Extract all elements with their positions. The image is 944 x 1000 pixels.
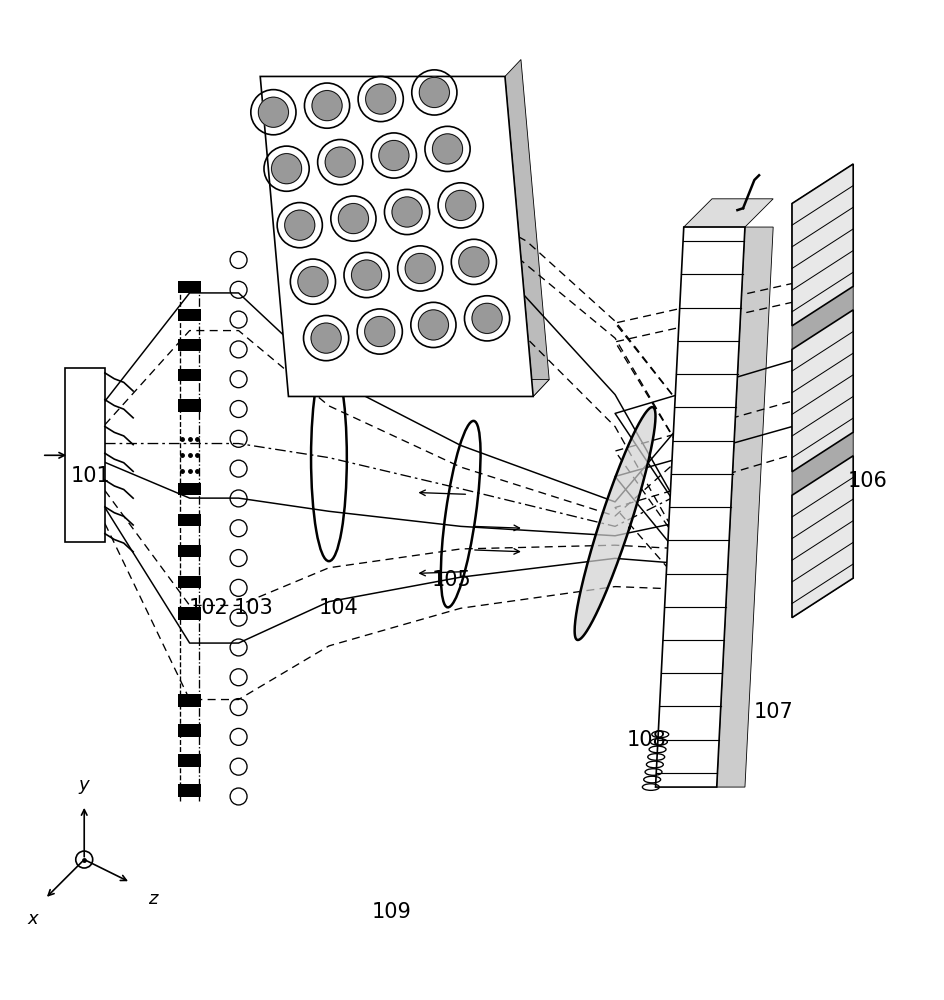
Circle shape xyxy=(365,84,396,114)
Circle shape xyxy=(379,140,409,171)
Polygon shape xyxy=(261,76,533,396)
Bar xyxy=(177,514,201,526)
Bar xyxy=(177,607,201,620)
Circle shape xyxy=(298,267,328,297)
Circle shape xyxy=(432,134,463,164)
Text: $y$: $y$ xyxy=(77,778,91,796)
Text: $x$: $x$ xyxy=(27,910,41,928)
Polygon shape xyxy=(575,407,655,640)
Text: 104: 104 xyxy=(318,598,358,618)
Text: 105: 105 xyxy=(431,570,471,590)
Text: 109: 109 xyxy=(372,902,412,922)
Polygon shape xyxy=(289,380,549,396)
Polygon shape xyxy=(716,227,773,787)
Polygon shape xyxy=(792,164,853,326)
Polygon shape xyxy=(792,164,853,618)
Text: 106: 106 xyxy=(848,471,887,491)
Circle shape xyxy=(259,97,289,127)
Bar xyxy=(177,339,201,351)
Bar xyxy=(177,754,201,767)
Bar xyxy=(177,369,201,381)
Circle shape xyxy=(392,197,422,227)
Circle shape xyxy=(338,204,368,234)
Circle shape xyxy=(312,91,342,121)
Bar xyxy=(177,576,201,588)
Polygon shape xyxy=(792,456,853,618)
Bar xyxy=(177,694,201,707)
Polygon shape xyxy=(505,60,549,396)
Circle shape xyxy=(364,316,395,347)
Text: 101: 101 xyxy=(71,466,110,486)
Bar xyxy=(177,784,201,797)
Bar xyxy=(177,399,201,412)
Circle shape xyxy=(419,77,449,108)
Text: 102: 102 xyxy=(189,598,228,618)
Circle shape xyxy=(272,154,302,184)
Circle shape xyxy=(351,260,381,290)
Bar xyxy=(177,545,201,557)
Circle shape xyxy=(312,323,341,353)
Text: 103: 103 xyxy=(234,598,274,618)
Text: 108: 108 xyxy=(626,730,666,750)
Text: 107: 107 xyxy=(753,702,793,722)
Bar xyxy=(177,483,201,495)
Bar xyxy=(177,281,201,293)
Circle shape xyxy=(446,190,476,220)
Circle shape xyxy=(472,303,502,333)
Text: $z$: $z$ xyxy=(147,890,160,908)
Circle shape xyxy=(285,210,314,240)
Circle shape xyxy=(405,253,435,284)
Circle shape xyxy=(418,310,448,340)
Polygon shape xyxy=(792,310,853,472)
Bar xyxy=(65,368,105,542)
Polygon shape xyxy=(683,199,773,227)
Circle shape xyxy=(325,147,355,177)
Bar xyxy=(177,309,201,321)
Circle shape xyxy=(459,247,489,277)
Bar xyxy=(177,724,201,737)
Polygon shape xyxy=(655,227,745,787)
